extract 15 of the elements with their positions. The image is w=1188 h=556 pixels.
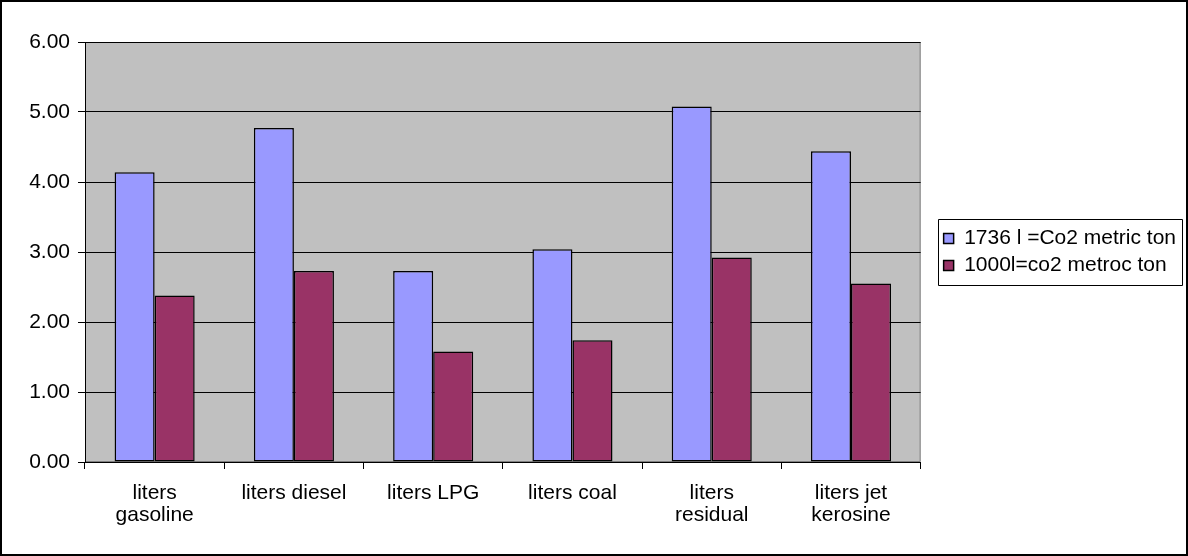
y-tick-label: 1.00 [29, 378, 70, 402]
legend-label: 1000l=co2 metroc ton [964, 252, 1167, 276]
x-tick-label: liters jet kerosine [811, 479, 891, 525]
y-tick-label: 5.00 [29, 98, 70, 122]
x-tick-label: liters diesel [241, 479, 347, 503]
y-tick-label: 3.00 [29, 238, 70, 262]
x-tick-label: liters LPG [387, 479, 480, 503]
x-tick-label: liters coal [528, 479, 617, 503]
y-tick-label: 0.00 [29, 448, 70, 472]
legend-label: 1736 l =Co2 metric ton [964, 225, 1177, 249]
x-tick-label: liters gasoline [115, 479, 194, 525]
y-tick-label: 6.00 [29, 28, 70, 52]
x-tick-label: liters residual [674, 479, 749, 525]
y-tick-label: 4.00 [29, 168, 70, 192]
y-tick-label: 2.00 [29, 308, 70, 332]
